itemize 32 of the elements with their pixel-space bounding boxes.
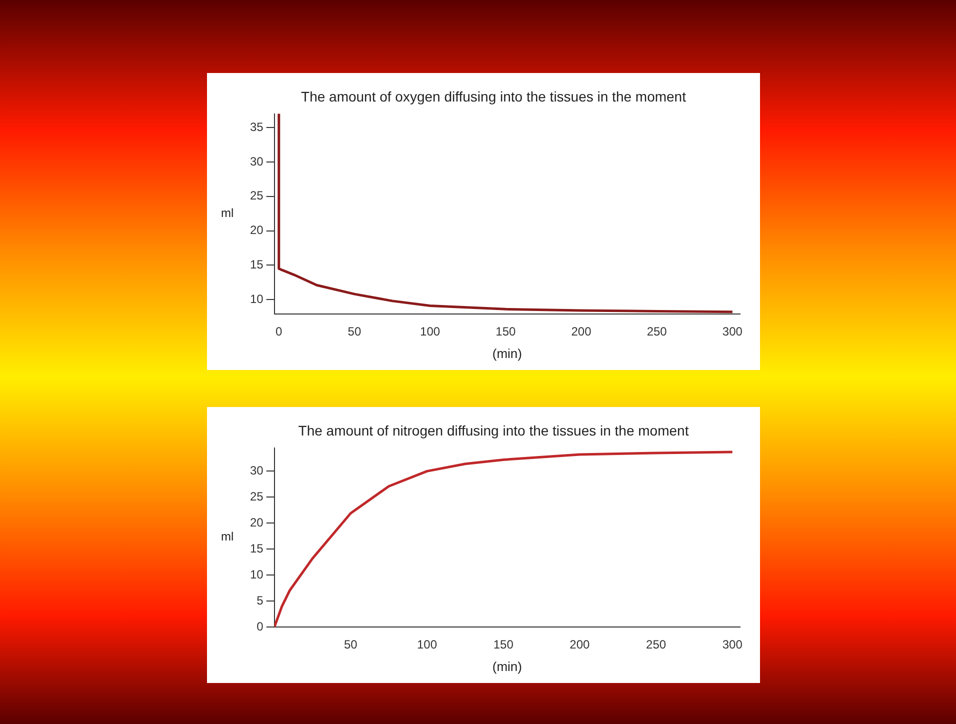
x-axis-title: (min) bbox=[492, 346, 522, 361]
x-tick-label: 250 bbox=[646, 324, 668, 339]
y-axis-title: ml bbox=[221, 530, 234, 544]
y-tick-label: 30 bbox=[250, 154, 264, 168]
x-tick-label: 300 bbox=[722, 324, 743, 339]
y-tick-label: 15 bbox=[250, 541, 264, 556]
x-tick-label: 300 bbox=[722, 638, 743, 652]
x-tick-label: 50 bbox=[344, 638, 358, 652]
x-tick-label: 50 bbox=[348, 324, 362, 339]
x-tick-label: 200 bbox=[571, 324, 592, 339]
y-tick-label: 20 bbox=[250, 223, 264, 238]
y-tick-label: 25 bbox=[250, 188, 264, 203]
y-tick-label: 10 bbox=[250, 292, 264, 306]
y-tick-label: 15 bbox=[250, 257, 264, 272]
x-tick-label: 200 bbox=[570, 638, 590, 652]
x-tick-label: 150 bbox=[496, 324, 516, 339]
y-axis-title: ml bbox=[221, 206, 234, 220]
chart-title: The amount of oxygen diffusing into the tissues in the moment bbox=[301, 88, 686, 104]
y-tick-label: 35 bbox=[250, 120, 264, 134]
x-tick-label: 100 bbox=[420, 324, 440, 339]
x-tick-label: 100 bbox=[417, 638, 438, 652]
y-tick-label: 10 bbox=[250, 567, 264, 582]
x-tick-label: 150 bbox=[493, 638, 514, 652]
y-tick-label: 0 bbox=[256, 619, 264, 634]
y-tick-label: 25 bbox=[250, 489, 264, 504]
y-tick-label: 20 bbox=[250, 515, 264, 530]
y-tick-label: 30 bbox=[250, 463, 264, 478]
x-axis-title: (min) bbox=[492, 658, 522, 674]
x-tick-label: 250 bbox=[646, 638, 666, 652]
x-tick-label: 0 bbox=[276, 324, 283, 339]
y-tick-label: 5 bbox=[256, 593, 264, 608]
chart-title: The amount of nitrogen diffusing into the tissues in the moment bbox=[298, 422, 689, 438]
